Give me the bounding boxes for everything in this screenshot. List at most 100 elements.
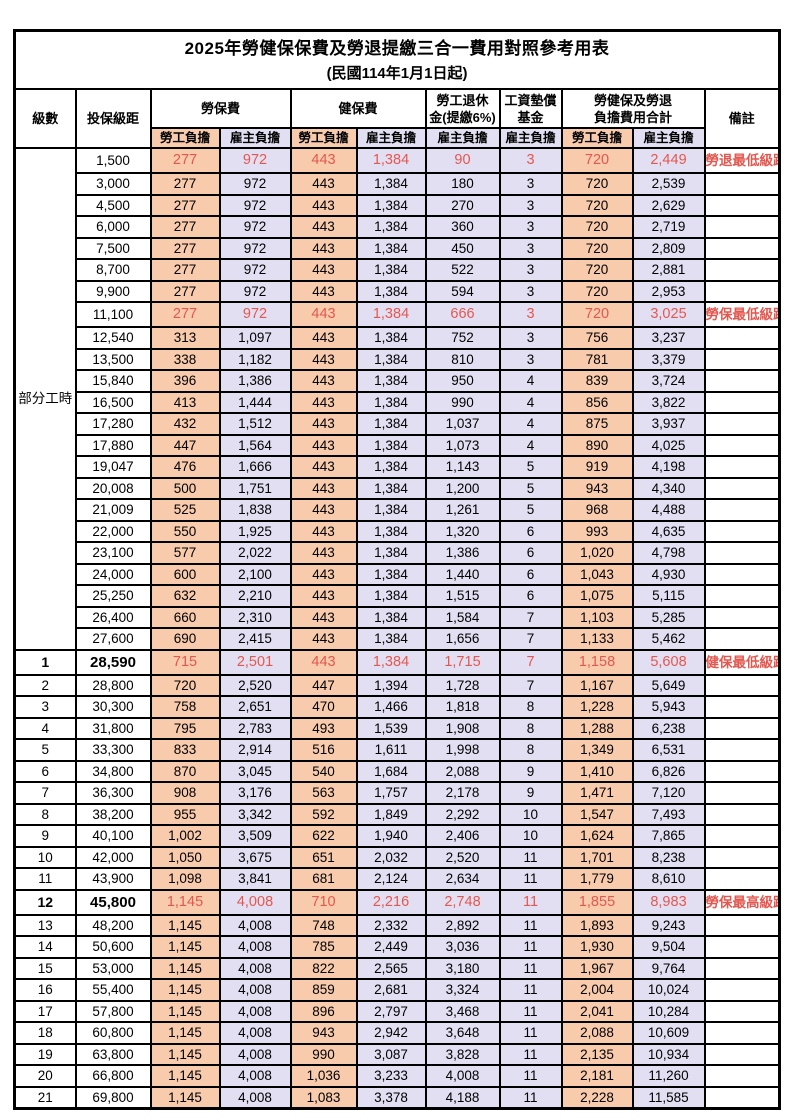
health-employer-cell: 3,233	[355, 1064, 427, 1088]
health-employee-cell: 516	[289, 738, 358, 762]
labor-employer-cell: 3,045	[218, 759, 292, 783]
total-employee-cell: 781	[560, 347, 634, 371]
labor-employee-cell: 690	[149, 627, 221, 651]
total-employee-cell: 1,075	[560, 584, 634, 608]
fee-reference-sheet: 2025年勞健保保費及勞退提繳三合一費用對照參考用表 (民國114年1月1日起)…	[13, 29, 782, 1110]
labor-employer-cell: 1,838	[218, 498, 292, 522]
health-employer-cell: 1,384	[355, 390, 427, 414]
pension-employer-cell: 360	[424, 215, 501, 239]
total-employee-cell: 1,930	[560, 935, 634, 959]
total-employee-cell: 1,349	[560, 738, 634, 762]
total-employer-cell: 4,198	[631, 455, 706, 479]
health-employer-cell: 1,611	[355, 738, 427, 762]
bracket-cell: 30,300	[74, 695, 152, 719]
health-employer-cell: 1,384	[355, 412, 427, 436]
wage-fund-employer-cell: 9	[498, 781, 563, 805]
health-employer-cell: 1,384	[355, 455, 427, 479]
health-employer-cell: 1,384	[355, 347, 427, 371]
remark-cell	[703, 236, 781, 260]
remark-cell	[703, 738, 781, 762]
labor-employer-cell: 3,841	[218, 867, 292, 891]
remark-cell	[703, 627, 781, 651]
table-row: 19 63,800 1,145 4,008 990 3,087 3,828 11 2,135 10…	[13, 1042, 781, 1066]
labor-employer-cell: 4,008	[218, 1042, 292, 1066]
labor-employer-cell: 1,444	[218, 390, 292, 414]
table-row: 4,500 277 972 443 1,384 270 3 720 2,629	[15, 193, 781, 217]
health-employer-cell: 1,384	[355, 147, 427, 174]
table-row: 6 34,800 870 3,045 540 1,684 2,088 9 1,410 6,826	[13, 759, 781, 783]
wage-fund-employer-cell: 11	[498, 845, 563, 869]
total-employee-cell: 2,004	[560, 978, 634, 1002]
level-group-cell: 部分工時	[13, 147, 77, 651]
remark-cell	[703, 258, 781, 282]
table-row: 17,280 432 1,512 443 1,384 1,037 4 875 3,937	[15, 412, 781, 436]
health-employer-cell: 1,384	[355, 215, 427, 239]
health-employee-cell: 443	[289, 193, 358, 217]
bracket-cell: 40,100	[74, 824, 152, 848]
labor-employer-cell: 2,520	[218, 673, 292, 697]
table-row: 8 38,200 955 3,342 592 1,849 2,292 10 1,547 7,493	[13, 802, 781, 826]
total-employer-cell: 3,379	[631, 347, 706, 371]
remark-cell	[703, 978, 781, 1002]
remark-cell	[703, 279, 781, 303]
pension-employer-cell: 2,406	[424, 824, 501, 848]
labor-employee-cell: 955	[149, 802, 221, 826]
health-employer-cell: 1,384	[355, 498, 427, 522]
health-employer-cell: 1,384	[355, 605, 427, 629]
wage-fund-employer-cell: 11	[498, 956, 563, 980]
header-total: 勞健保及勞退 負擔費用合計	[560, 88, 706, 129]
bracket-cell: 16,500	[74, 390, 152, 414]
total-employer-cell: 10,024	[631, 978, 706, 1002]
bracket-cell: 69,800	[74, 1085, 152, 1110]
total-employer-cell: 4,635	[631, 519, 706, 543]
bracket-cell: 42,000	[74, 845, 152, 869]
labor-employer-cell: 4,008	[218, 978, 292, 1002]
health-employee-cell: 443	[289, 433, 358, 457]
total-employee-cell: 968	[560, 498, 634, 522]
health-employer-cell: 1,384	[355, 301, 427, 328]
wage-fund-employer-cell: 3	[498, 215, 563, 239]
bracket-cell: 17,280	[74, 412, 152, 436]
wage-fund-employer-cell: 11	[498, 935, 563, 959]
wage-fund-employer-cell: 8	[498, 738, 563, 762]
health-employee-cell: 990	[289, 1042, 358, 1066]
labor-employee-cell: 1,145	[149, 888, 221, 916]
table-row: 7,500 277 972 443 1,384 450 3 720 2,809	[15, 236, 781, 260]
level-cell: 4	[13, 716, 77, 740]
labor-employer-cell: 972	[218, 193, 292, 217]
wage-fund-employer-cell: 3	[498, 236, 563, 260]
remark-cell	[703, 433, 781, 457]
bracket-cell: 28,800	[74, 673, 152, 697]
labor-employer-cell: 972	[218, 258, 292, 282]
wage-fund-employer-cell: 5	[498, 498, 563, 522]
pension-employer-cell: 2,634	[424, 867, 501, 891]
total-employer-cell: 4,930	[631, 562, 706, 586]
labor-employer-cell: 4,008	[218, 913, 292, 937]
bracket-cell: 31,800	[74, 716, 152, 740]
total-employee-cell: 1,779	[560, 867, 634, 891]
wage-fund-employer-cell: 3	[498, 301, 563, 328]
pension-employer-cell: 1,515	[424, 584, 501, 608]
remark-cell	[703, 1064, 781, 1088]
total-employee-cell: 839	[560, 369, 634, 393]
total-employer-cell: 3,724	[631, 369, 706, 393]
table-row: 26,400 660 2,310 443 1,384 1,584 7 1,103 5,285	[15, 605, 781, 629]
header-health-insurance: 健保費	[289, 88, 427, 129]
labor-employee-cell: 1,145	[149, 1085, 221, 1110]
bracket-cell: 13,500	[74, 347, 152, 371]
remark-cell	[703, 390, 781, 414]
wage-fund-employer-cell: 7	[498, 648, 563, 676]
total-employee-cell: 875	[560, 412, 634, 436]
total-employer-cell: 6,531	[631, 738, 706, 762]
table-row: 16,500 413 1,444 443 1,384 990 4 856 3,822	[15, 390, 781, 414]
level-cell: 5	[13, 738, 77, 762]
labor-employee-cell: 447	[149, 433, 221, 457]
page-subtitle: (民國114年1月1日起)	[326, 65, 468, 82]
table-row: 10 42,000 1,050 3,675 651 2,032 2,520 11 1,701 8,…	[13, 845, 781, 869]
remark-cell	[703, 562, 781, 586]
remark-cell	[703, 172, 781, 196]
labor-employer-cell: 2,914	[218, 738, 292, 762]
header-pension-line1: 勞工退休	[436, 92, 489, 108]
pension-employer-cell: 3,828	[424, 1042, 501, 1066]
labor-employer-cell: 1,512	[218, 412, 292, 436]
